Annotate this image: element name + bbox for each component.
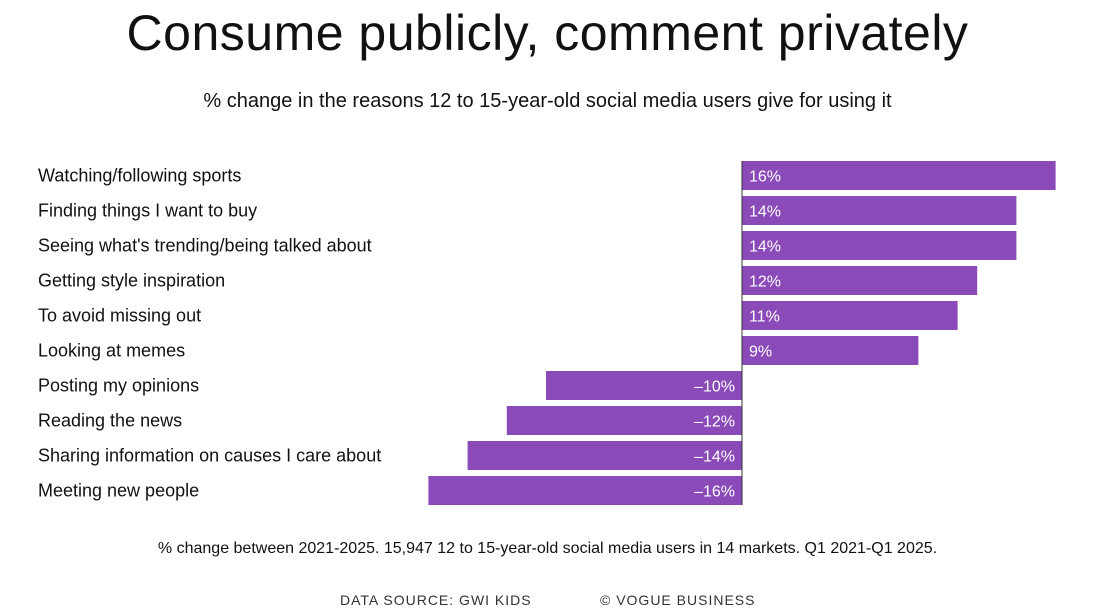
data-label: –12%	[694, 414, 735, 431]
bar	[546, 371, 742, 400]
category-label: To avoid missing out	[38, 306, 201, 326]
data-label: 12%	[749, 274, 781, 291]
data-label: 11%	[749, 309, 780, 326]
bar	[428, 476, 742, 505]
category-label: Meeting new people	[38, 481, 199, 501]
category-label: Getting style inspiration	[38, 271, 225, 291]
bar	[742, 231, 1017, 260]
category-label: Looking at memes	[38, 341, 185, 361]
bar	[742, 161, 1056, 190]
data-source-credit: DATA SOURCE: GWI KIDS	[340, 592, 532, 608]
category-label: Reading the news	[38, 411, 182, 431]
category-label: Seeing what's trending/being talked abou…	[38, 236, 372, 256]
chart-footnote: % change between 2021-2025. 15,947 12 to…	[157, 540, 938, 557]
data-label: 16%	[749, 169, 781, 186]
data-label: 14%	[749, 204, 781, 221]
bar	[506, 406, 742, 435]
bar	[467, 441, 742, 470]
bar	[742, 336, 919, 365]
category-label: Posting my opinions	[38, 376, 199, 396]
bar	[742, 301, 958, 330]
category-label: Sharing information on causes I care abo…	[38, 446, 381, 466]
category-label: Finding things I want to buy	[38, 201, 257, 221]
chart-title: Consume publicly, comment privately	[126, 5, 969, 61]
category-label: Watching/following sports	[38, 166, 241, 186]
data-label: 14%	[749, 239, 781, 256]
bar	[742, 196, 1017, 225]
copyright-credit: © VOGUE BUSINESS	[600, 592, 756, 608]
data-label: 9%	[749, 344, 772, 361]
data-label: –16%	[694, 484, 735, 501]
data-label: –10%	[694, 379, 735, 396]
chart-subtitle: % change in the reasons 12 to 15-year-ol…	[203, 90, 892, 112]
bar	[742, 266, 978, 295]
data-label: –14%	[694, 449, 735, 466]
